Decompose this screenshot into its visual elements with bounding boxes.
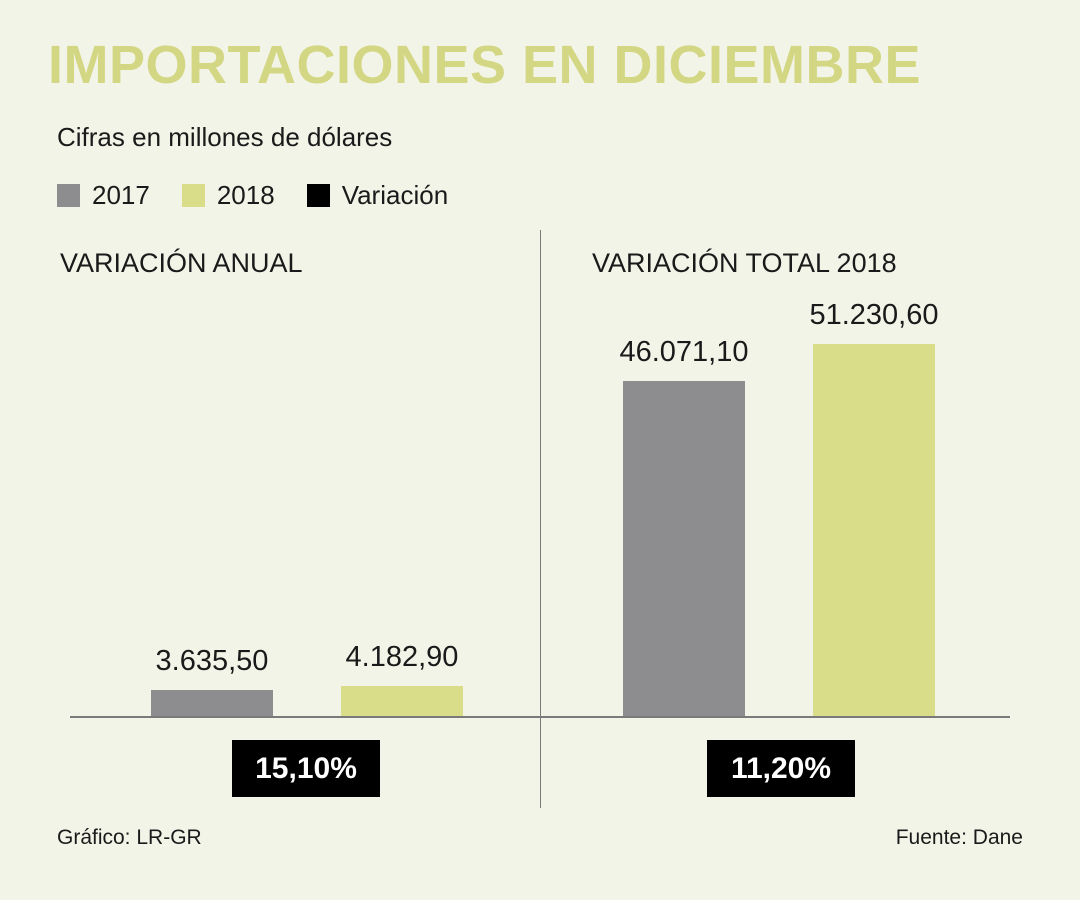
legend-label-2017: 2017 — [92, 180, 150, 210]
bar-value-label: 46.071,10 — [619, 336, 749, 368]
panel-title-variacion-anual: VARIACIÓN ANUAL — [60, 248, 303, 278]
bar-anual-2017 — [151, 690, 273, 716]
footer-source: Fuente: Dane — [895, 826, 1023, 849]
legend-item-2017: 2017 — [57, 180, 150, 211]
bar-total-2018 — [813, 344, 935, 716]
variation-value-anual: 15,10% — [255, 751, 357, 785]
bar-group-anual-2017: 3.635,50 — [112, 645, 312, 716]
bar-group-total-2018: 51.230,60 — [774, 299, 974, 716]
bar-value-label: 51.230,60 — [809, 299, 939, 331]
legend-item-variacion: Variación — [306, 180, 449, 211]
variation-value-total: 11,20% — [730, 751, 832, 785]
variation-badge-anual: 15,10% — [232, 740, 380, 797]
footer-credit: Gráfico: LR-GR — [57, 826, 202, 849]
variation-badge-total: 11,20% — [707, 740, 855, 797]
page-title: IMPORTACIONES EN DICIEMBRE — [48, 35, 922, 95]
bar-total-2017 — [623, 381, 745, 716]
legend-swatch-2017 — [57, 184, 80, 207]
legend-swatch-2018 — [181, 184, 205, 207]
legend-label-variacion: Variación — [341, 180, 449, 210]
bar-value-label: 3.635,50 — [155, 645, 269, 677]
bar-group-total-2017: 46.071,10 — [584, 336, 784, 716]
legend: 2017 2018 Variación — [57, 180, 448, 211]
legend-item-2018: 2018 — [181, 180, 275, 211]
bar-anual-2018 — [341, 686, 463, 716]
legend-swatch-variacion — [306, 184, 330, 207]
panel-title-variacion-total: VARIACIÓN TOTAL 2018 — [592, 248, 897, 278]
axis-baseline — [70, 716, 1010, 718]
legend-label-2018: 2018 — [216, 180, 275, 210]
subtitle: Cifras en millones de dólares — [57, 122, 393, 152]
bar-group-anual-2018: 4.182,90 — [302, 641, 502, 716]
bar-value-label: 4.182,90 — [345, 641, 459, 673]
panel-divider-line — [540, 230, 541, 808]
